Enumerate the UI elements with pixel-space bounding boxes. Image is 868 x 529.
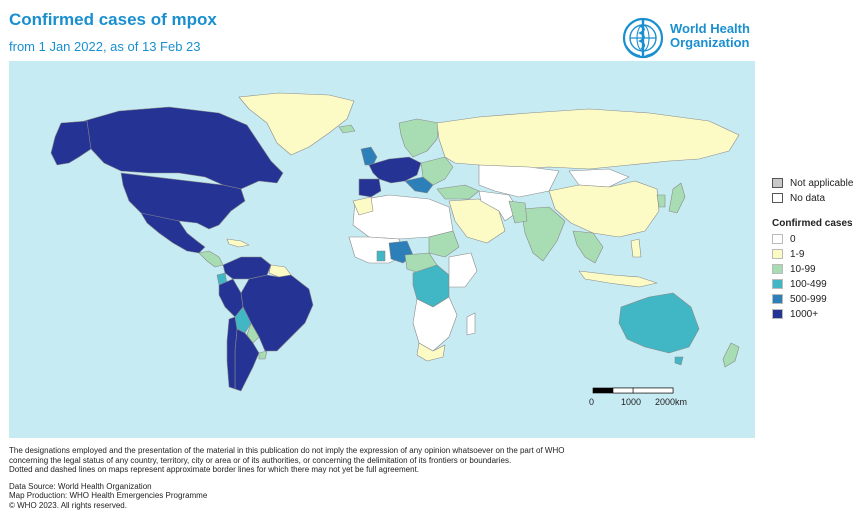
legend-class-swatch <box>772 294 783 304</box>
region-ghana <box>376 250 386 262</box>
world-map <box>9 61 755 438</box>
legend-class-row: 1-9 <box>772 247 864 262</box>
scale-bar <box>592 387 674 394</box>
data-source: Data Source: World Health Organization <box>9 481 152 491</box>
region-madagascar <box>466 312 476 336</box>
region-uk <box>360 146 378 166</box>
legend-not-applicable: Not applicable <box>772 176 864 191</box>
region-alaska <box>50 120 92 166</box>
who-logo: World Health Organization <box>620 16 770 60</box>
region-central-america <box>198 250 224 268</box>
region-tasmania <box>674 356 684 366</box>
who-wordmark: World Health Organization <box>670 22 750 50</box>
legend-class-swatch <box>772 234 783 244</box>
who-wordmark-line1: World Health <box>670 21 750 36</box>
legend-class-row: 100-499 <box>772 277 864 292</box>
legend-label-not-applicable: Not applicable <box>790 178 854 189</box>
world-map-svg <box>50 92 740 394</box>
map-legend: Not applicable No data Confirmed cases 0… <box>772 176 864 322</box>
region-sudan <box>428 230 460 258</box>
map-title: Confirmed cases of mpox <box>9 10 217 29</box>
legend-class-swatch <box>772 309 783 319</box>
region-central-europe <box>404 176 434 194</box>
legend-class-swatch <box>772 279 783 289</box>
region-new-zealand <box>722 342 740 368</box>
region-scandinavia <box>398 118 440 158</box>
region-mongolia <box>568 168 630 188</box>
region-uruguay <box>258 350 268 360</box>
legend-class-row: 10-99 <box>772 262 864 277</box>
region-caribbean <box>226 238 250 248</box>
scale-label-1000: 1000 <box>621 397 642 407</box>
region-iran <box>478 190 520 222</box>
region-canada <box>83 106 284 190</box>
legend-class-label: 1-9 <box>790 249 805 260</box>
legend-class-label: 100-499 <box>790 279 827 290</box>
region-guianas <box>268 264 292 278</box>
map-subtitle: from 1 Jan 2022, as of 13 Feb 23 <box>9 39 201 54</box>
who-wordmark-line2: Organization <box>670 35 750 50</box>
disclaimer-line-2: concerning the legal status of any count… <box>9 455 512 465</box>
region-morocco <box>352 196 374 216</box>
region-se-asia <box>572 230 604 264</box>
who-emblem-icon <box>622 17 664 59</box>
map-footer: The designations employed and the presen… <box>9 446 749 510</box>
legend-class-swatch <box>772 249 783 259</box>
legend-classes: 0 1-9 10-99 100-499 500-999 1000+ <box>772 232 864 322</box>
disclaimer-line-1: The designations employed and the presen… <box>9 446 565 455</box>
legend-class-label: 1000+ <box>790 309 819 320</box>
disclaimer-line-3: Dotted and dashed lines on maps represen… <box>9 465 420 474</box>
legend-title: Confirmed cases <box>772 218 853 229</box>
map-production: Map Production: WHO Health Emergencies P… <box>9 491 208 500</box>
region-indonesia <box>578 270 658 288</box>
region-japan <box>668 182 686 214</box>
legend-class-swatch <box>772 264 783 274</box>
legend-class-label: 0 <box>790 234 796 245</box>
region-greenland <box>238 92 355 156</box>
region-iberia <box>358 178 382 198</box>
region-australia <box>618 292 700 354</box>
region-iceland <box>338 124 356 134</box>
region-china <box>548 180 660 238</box>
scale-label-2000km: 2000km <box>655 397 688 407</box>
region-south-africa <box>416 342 446 362</box>
region-southern-africa <box>412 296 458 352</box>
legend-class-label: 10-99 <box>790 264 816 275</box>
legend-class-label: 500-999 <box>790 294 827 305</box>
legend-label-no-data: No data <box>790 193 826 204</box>
region-india <box>520 206 566 262</box>
legend-class-row: 500-999 <box>772 292 864 307</box>
region-chile <box>226 316 238 390</box>
region-pakistan <box>508 200 528 224</box>
region-korea <box>656 194 666 208</box>
legend-swatch-no-data <box>772 193 783 203</box>
region-east-africa <box>448 252 478 288</box>
region-russia <box>436 108 740 170</box>
scale-label-0: 0 <box>589 397 595 407</box>
region-central-asia <box>478 164 560 198</box>
region-usa <box>120 172 246 230</box>
legend-no-data: No data <box>772 191 864 206</box>
copyright: © WHO 2023. All rights reserved. <box>9 500 127 510</box>
region-western-europe <box>368 156 422 184</box>
legend-class-row: 0 <box>772 232 864 247</box>
legend-class-row: 1000+ <box>772 307 864 322</box>
legend-swatch-not-applicable <box>772 178 783 188</box>
region-philippines <box>630 238 642 258</box>
region-turkey <box>436 184 480 200</box>
